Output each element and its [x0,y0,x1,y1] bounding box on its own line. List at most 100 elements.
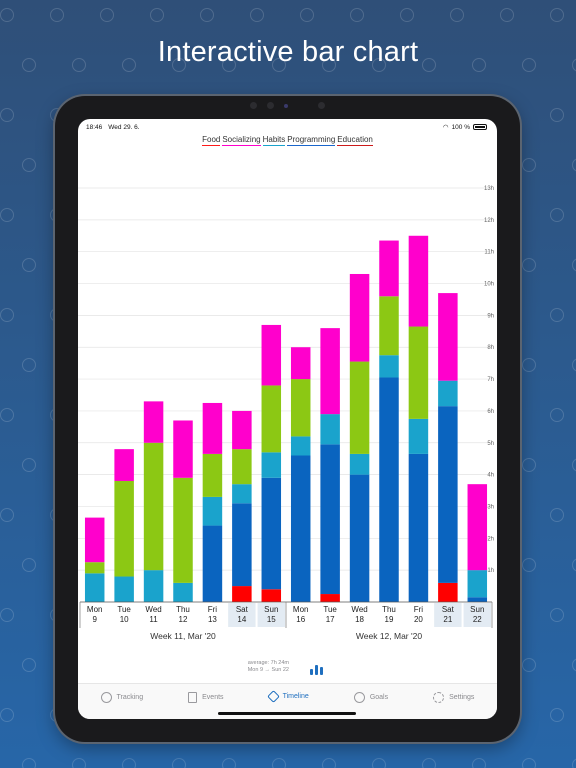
bar-segment[interactable] [84,517,105,563]
bar-segment[interactable] [232,484,252,504]
y-tick-label: 13h [484,186,494,192]
x-tick-date: 11 [149,615,158,624]
y-tick-label: 1h [487,568,494,574]
bar-segment[interactable] [438,293,458,381]
bar-segment[interactable] [438,582,458,602]
bar-segment[interactable] [202,496,223,526]
bar-segment[interactable] [290,347,311,380]
bar-segment[interactable] [408,235,429,327]
bar-segment[interactable] [320,594,340,602]
weekend-highlight [257,603,285,627]
wifi-icon: ◠ [442,124,449,131]
bar-segment[interactable] [379,355,399,378]
chart-legend: Food Socializing Habits Programming Educatio… [78,135,497,146]
x-tick-date: 10 [120,615,129,624]
bar-segment[interactable] [438,380,458,407]
bar-segment[interactable] [467,597,488,602]
bar-segment[interactable] [349,453,370,475]
bar-segment[interactable] [232,503,252,587]
bar-segment[interactable] [232,586,252,602]
bar-segment[interactable] [202,453,223,497]
bar-segment[interactable] [173,477,193,583]
bar-segment[interactable] [408,418,429,454]
average-range: Mon 9 → Sun 22 [247,667,289,673]
battery-percent: 100 % [451,123,470,131]
bar-segment[interactable] [379,240,399,297]
bar-segment[interactable] [114,576,134,602]
bar-segment[interactable] [320,328,340,415]
bar-segment[interactable] [202,402,223,454]
stacked-bar-chart[interactable]: 1h2h3h4h5h6h7h8h9h10h11h12h13hMon9Tue10W… [78,119,497,649]
x-tick-day: Mon [87,605,103,614]
bar-segment[interactable] [379,296,399,356]
home-indicator [218,712,356,715]
bar-segment[interactable] [467,484,488,571]
bar-segment[interactable] [261,324,282,386]
bar-segment[interactable] [408,453,429,602]
legend-item-socializing[interactable]: Socializing [222,135,261,146]
bar-segment[interactable] [232,410,252,450]
tab-label: Settings [449,694,475,701]
document-icon [188,692,198,703]
app-screen: 18:46 Wed 29. 6. ◠ 100 % Food Socializing… [78,119,497,719]
bar-segment[interactable] [173,420,193,478]
target-icon [353,692,365,703]
gear-icon [433,692,445,703]
x-tick-day: Sat [442,605,455,614]
bar-segment[interactable] [290,455,311,602]
x-tick-date: 22 [473,615,482,624]
x-tick-date: 19 [385,615,394,624]
bar-segment[interactable] [438,406,458,583]
weekend-highlight [228,603,256,627]
x-tick-date: 15 [267,615,276,624]
week-label[interactable]: Week 11, Mar '20 [150,631,216,641]
x-tick-date: 14 [237,615,246,624]
x-tick-day: Tue [117,605,131,614]
x-tick-day: Sun [470,605,484,614]
tab-events[interactable]: Events [188,692,224,703]
x-tick-day: Wed [351,605,367,614]
bar-segment[interactable] [349,361,370,454]
legend-item-programming[interactable]: Programming [287,135,336,146]
bar-segment[interactable] [84,562,105,574]
legend-item-habits[interactable]: Habits [262,135,286,146]
status-bar: 18:46 Wed 29. 6. ◠ 100 % [86,121,487,133]
bar-segment[interactable] [379,377,399,602]
y-tick-label: 7h [487,377,494,383]
bar-segment[interactable] [114,449,134,481]
bar-segment[interactable] [173,582,193,602]
bar-segment[interactable] [290,379,311,437]
bar-segment[interactable] [349,474,370,602]
y-tick-label: 3h [487,504,494,510]
tab-goals[interactable]: Goals [353,692,388,703]
bar-segment[interactable] [261,452,282,478]
bar-segment[interactable] [143,570,164,602]
bar-segment[interactable] [143,401,164,443]
legend-item-food[interactable]: Food [202,135,221,146]
bar-segment[interactable] [349,273,370,362]
chart-toggle-icon[interactable] [307,659,325,675]
bar-segment[interactable] [202,525,223,602]
bar-segment[interactable] [232,449,252,485]
x-tick-day: Thu [382,605,396,614]
bar-segment[interactable] [261,589,282,602]
legend-item-education[interactable]: Education [337,135,373,146]
bar-segment[interactable] [84,573,105,602]
bar-segment[interactable] [290,436,311,456]
week-label[interactable]: Week 12, Mar '20 [356,631,422,641]
bar-segment[interactable] [261,385,282,453]
clock-icon [100,692,112,703]
tab-tracking[interactable]: Tracking [100,692,143,703]
bar-segment[interactable] [261,477,282,590]
bar-segment[interactable] [320,414,340,445]
x-tick-date: 17 [326,615,335,624]
bar-segment[interactable] [320,444,340,595]
bar-segment[interactable] [114,480,134,577]
y-tick-label: 6h [487,409,494,415]
tablet-device-frame: 18:46 Wed 29. 6. ◠ 100 % Food Socializing… [55,96,520,742]
tab-timeline[interactable]: Timeline [266,690,309,703]
bar-segment[interactable] [408,326,429,419]
tab-settings[interactable]: Settings [433,692,474,703]
bar-segment[interactable] [143,442,164,571]
bar-segment[interactable] [467,570,488,598]
